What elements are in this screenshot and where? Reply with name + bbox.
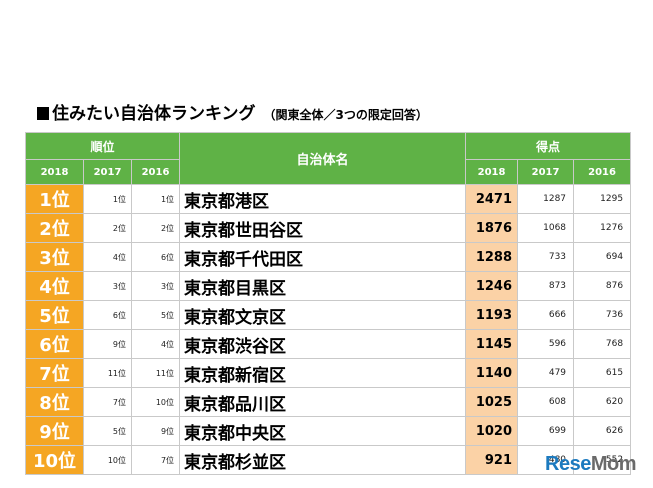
- score-2018-cell: 1876: [465, 213, 519, 243]
- rank-2018-cell: 5位: [25, 300, 84, 330]
- score-2016-cell: 694: [573, 242, 632, 272]
- rank-2017-cell: 10位: [83, 445, 132, 475]
- table-row: 7位 11位 11位 東京都新宿区 1140 479 615: [25, 358, 632, 388]
- table-row: 4位 3位 3位 東京都目黒区 1246 873 876: [25, 271, 632, 301]
- rank-2018-cell: 2位: [25, 213, 84, 243]
- rank-2016-cell: 7位: [130, 445, 181, 475]
- municipality-name-cell: 東京都渋谷区: [179, 329, 467, 359]
- municipality-name-cell: 東京都港区: [179, 184, 467, 214]
- rank-2016-cell: 10位: [130, 387, 181, 417]
- rank-2016-cell: 1位: [130, 184, 181, 214]
- score-2018-cell: 1145: [465, 329, 519, 359]
- table-row: 10位 10位 7位 東京都杉並区 921 480 552: [25, 445, 632, 475]
- resemom-logo: ReseMom: [545, 453, 636, 475]
- table-row: 1位 1位 1位 東京都港区 2471 1287 1295: [25, 184, 632, 214]
- score-2018-cell: 1020: [465, 416, 519, 446]
- score-2017-cell: 699: [517, 416, 575, 446]
- rank-2017-cell: 1位: [83, 184, 132, 214]
- score-2016-cell: 626: [573, 416, 632, 446]
- rank-2017-cell: 5位: [83, 416, 132, 446]
- rank-2018-cell: 3位: [25, 242, 84, 272]
- score-2017-cell: 480: [517, 445, 575, 475]
- score-2016-cell: 620: [573, 387, 632, 417]
- header-score-year-2017: 2017: [517, 159, 575, 185]
- rank-2017-cell: 2位: [83, 213, 132, 243]
- municipality-name-cell: 東京都目黒区: [179, 271, 467, 301]
- rank-2016-cell: 11位: [130, 358, 181, 388]
- score-2016-cell: 552: [573, 445, 632, 475]
- municipality-name-cell: 東京都杉並区: [179, 445, 467, 475]
- municipality-name-cell: 東京都中央区: [179, 416, 467, 446]
- score-2016-cell: 615: [573, 358, 632, 388]
- header-rank-year-2016: 2016: [130, 159, 181, 185]
- score-2017-cell: 873: [517, 271, 575, 301]
- municipality-name-cell: 東京都新宿区: [179, 358, 467, 388]
- header-name: 自治体名: [179, 132, 467, 185]
- municipality-name-cell: 東京都世田谷区: [179, 213, 467, 243]
- header-rank-year-2017: 2017: [83, 159, 132, 185]
- score-2016-cell: 876: [573, 271, 632, 301]
- rank-2017-cell: 9位: [83, 329, 132, 359]
- rank-2017-cell: 11位: [83, 358, 132, 388]
- score-2018-cell: 1246: [465, 271, 519, 301]
- score-2018-cell: 921: [465, 445, 519, 475]
- score-2016-cell: 736: [573, 300, 632, 330]
- score-2016-cell: 768: [573, 329, 632, 359]
- municipality-name-cell: 東京都文京区: [179, 300, 467, 330]
- score-2018-cell: 2471: [465, 184, 519, 214]
- rank-2017-cell: 7位: [83, 387, 132, 417]
- score-2018-cell: 1025: [465, 387, 519, 417]
- table-row: 6位 9位 4位 東京都渋谷区 1145 596 768: [25, 329, 632, 359]
- square-bullet-icon: [37, 107, 49, 120]
- score-2017-cell: 479: [517, 358, 575, 388]
- title-main: 住みたい自治体ランキング: [52, 104, 256, 124]
- header-score-year-2016: 2016: [573, 159, 632, 185]
- municipality-name-cell: 東京都千代田区: [179, 242, 467, 272]
- rank-2018-cell: 4位: [25, 271, 84, 301]
- rank-2016-cell: 2位: [130, 213, 181, 243]
- score-2018-cell: 1140: [465, 358, 519, 388]
- header-score-group: 得点: [465, 132, 632, 160]
- score-2016-cell: 1276: [573, 213, 632, 243]
- rank-2016-cell: 9位: [130, 416, 181, 446]
- score-2017-cell: 596: [517, 329, 575, 359]
- rank-2017-cell: 4位: [83, 242, 132, 272]
- rank-2018-cell: 9位: [25, 416, 84, 446]
- rank-2016-cell: 4位: [130, 329, 181, 359]
- header-rank-year-2018: 2018: [25, 159, 84, 185]
- ranking-table: 順位 自治体名 得点 2018 2017 2016 2018 2017 2016…: [24, 132, 632, 475]
- score-2017-cell: 733: [517, 242, 575, 272]
- rank-2017-cell: 6位: [83, 300, 132, 330]
- rank-2018-cell: 7位: [25, 358, 84, 388]
- score-2018-cell: 1193: [465, 300, 519, 330]
- rank-2018-cell: 8位: [25, 387, 84, 417]
- score-2017-cell: 666: [517, 300, 575, 330]
- title-sub: （関東全体／3つの限定回答）: [263, 108, 428, 122]
- score-2017-cell: 608: [517, 387, 575, 417]
- rank-2017-cell: 3位: [83, 271, 132, 301]
- table-row: 9位 5位 9位 東京都中央区 1020 699 626: [25, 416, 632, 446]
- rank-2016-cell: 5位: [130, 300, 181, 330]
- score-2017-cell: 1287: [517, 184, 575, 214]
- score-2016-cell: 1295: [573, 184, 632, 214]
- table-title: 住みたい自治体ランキング （関東全体／3つの限定回答）: [37, 103, 428, 125]
- municipality-name-cell: 東京都品川区: [179, 387, 467, 417]
- table-row: 5位 6位 5位 東京都文京区 1193 666 736: [25, 300, 632, 330]
- header-rank-group: 順位: [24, 132, 181, 160]
- rank-2018-cell: 1位: [25, 184, 84, 214]
- rank-2016-cell: 3位: [130, 271, 181, 301]
- table-row: 8位 7位 10位 東京都品川区 1025 608 620: [25, 387, 632, 417]
- rank-2018-cell: 6位: [25, 329, 84, 359]
- rank-2016-cell: 6位: [130, 242, 181, 272]
- rank-2018-cell: 10位: [25, 445, 84, 475]
- table-row: 2位 2位 2位 東京都世田谷区 1876 1068 1276: [25, 213, 632, 243]
- header-score-year-2018: 2018: [465, 159, 519, 185]
- score-2018-cell: 1288: [465, 242, 519, 272]
- score-2017-cell: 1068: [517, 213, 575, 243]
- table-row: 3位 4位 6位 東京都千代田区 1288 733 694: [25, 242, 632, 272]
